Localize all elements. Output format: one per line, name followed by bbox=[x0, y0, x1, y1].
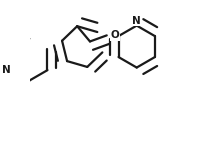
Text: N: N bbox=[132, 16, 141, 26]
Text: N: N bbox=[2, 65, 11, 75]
Text: O: O bbox=[111, 30, 119, 40]
